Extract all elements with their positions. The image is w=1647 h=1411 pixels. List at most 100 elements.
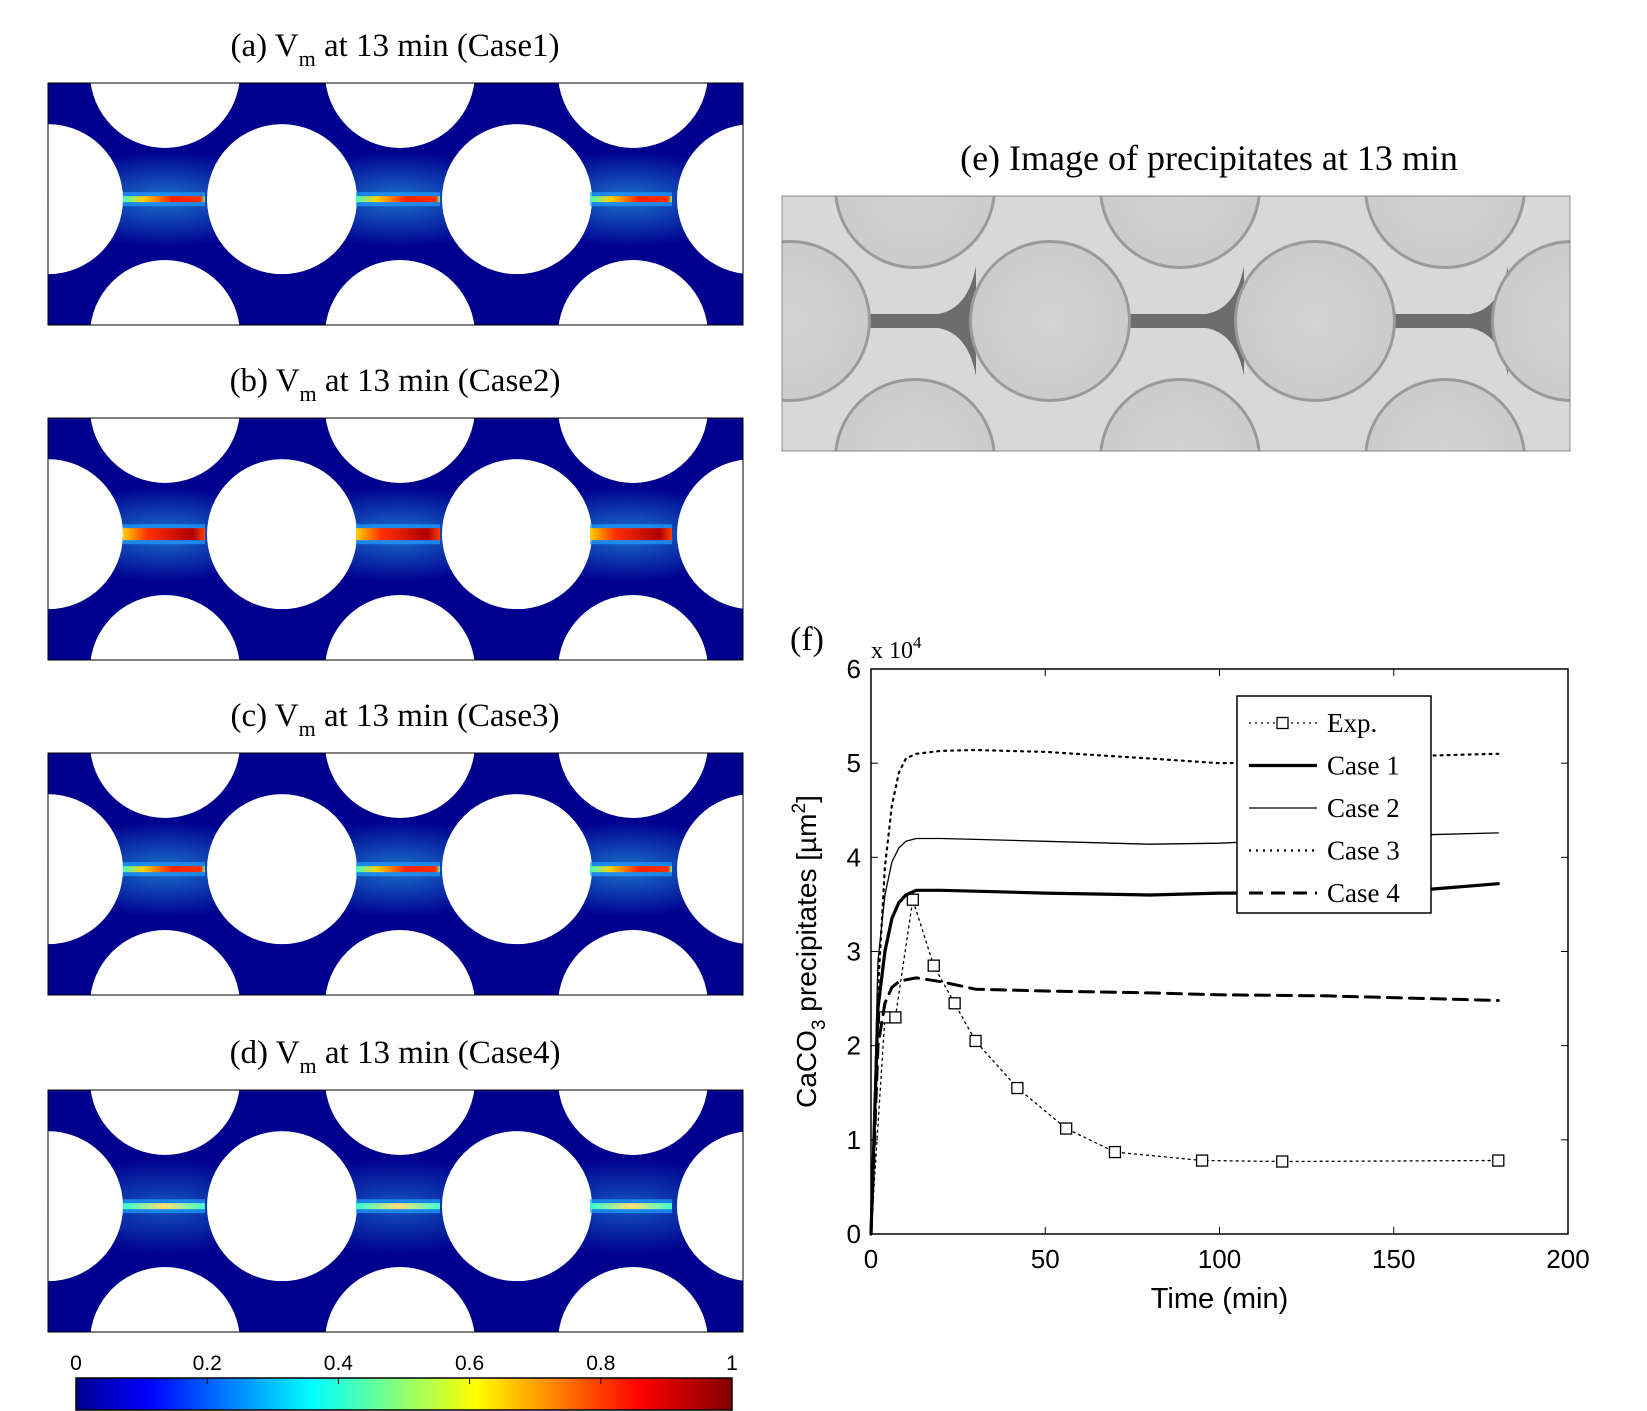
- grains: [48, 83, 743, 325]
- panel-border: [47, 417, 744, 661]
- grain: [325, 1267, 475, 1332]
- grain: [207, 459, 357, 610]
- legend-label: Case 1: [1327, 751, 1400, 781]
- velocity-panel-3: (c) Vm at 13 min (Case3): [45, 698, 748, 996]
- precipitate-band: [1124, 266, 1244, 376]
- flow-band: [590, 1203, 672, 1210]
- grain: [325, 260, 475, 325]
- series-exp: [870, 893, 1505, 1235]
- grain: [558, 83, 708, 148]
- grain: [90, 595, 240, 660]
- grain: [90, 1090, 240, 1155]
- image-border: [781, 195, 1571, 452]
- legend-marker: [1276, 716, 1289, 730]
- chart-panel-label: (f): [790, 621, 824, 658]
- x-tick-label: 100: [1198, 1244, 1241, 1274]
- data-marker: [969, 1034, 982, 1048]
- grain: [677, 1131, 743, 1281]
- data-marker: [1492, 1154, 1505, 1167]
- grain: [1367, 196, 1523, 266]
- data-marker: [1011, 1081, 1024, 1095]
- data-marker: [927, 959, 940, 972]
- grain: [1494, 243, 1570, 399]
- x-tick-label: 200: [1546, 1244, 1589, 1274]
- grain: [442, 1131, 592, 1282]
- grain: [207, 794, 357, 945]
- y-tick-label: 4: [847, 842, 861, 872]
- flow-band: [123, 196, 205, 203]
- grain: [1237, 243, 1393, 399]
- colorbar-tick-label: 0: [70, 1352, 82, 1375]
- grain: [677, 124, 743, 274]
- grain: [90, 418, 240, 483]
- legend-label: Exp.: [1327, 708, 1377, 738]
- velocity-panel-1: (a) Vm at 13 min (Case1): [45, 28, 748, 326]
- grain: [48, 1131, 123, 1282]
- x-axis-label: Time (min): [1151, 1283, 1288, 1315]
- grain: [442, 124, 592, 275]
- grain: [48, 124, 123, 275]
- series-case-4: [869, 976, 1500, 1236]
- flow-band: [123, 1203, 205, 1210]
- data-marker: [1108, 1145, 1122, 1159]
- colorbar-tick-label: 0.4: [324, 1352, 354, 1375]
- y-tick-label: 2: [847, 1031, 861, 1061]
- grain: [1102, 196, 1258, 266]
- flow-band: [590, 866, 672, 873]
- panel-border: [47, 1089, 744, 1333]
- data-marker: [1276, 1155, 1289, 1168]
- legend-label: Case 3: [1327, 836, 1400, 866]
- data-marker: [906, 893, 919, 906]
- grain: [325, 753, 475, 818]
- colorbar-tick-label: 0.6: [455, 1352, 484, 1375]
- precipitate-band: [858, 266, 976, 376]
- precipitate-image: [782, 196, 1570, 451]
- colorbar-tick-label: 0.8: [586, 1352, 615, 1375]
- grain: [90, 753, 240, 818]
- image-title: (e) Image of precipitates at 13 min: [960, 138, 1458, 178]
- grain: [558, 753, 708, 818]
- flow-band: [356, 528, 440, 541]
- grain: [207, 124, 357, 275]
- y-tick-label: 3: [847, 937, 861, 967]
- flow-band: [356, 1203, 440, 1210]
- grain: [325, 418, 475, 483]
- panel-title: (a) Vm at 13 min (Case1): [230, 28, 559, 71]
- legend-label: Case 4: [1327, 878, 1400, 908]
- data-marker: [948, 997, 961, 1010]
- grains: [48, 418, 743, 660]
- grain: [207, 1131, 357, 1282]
- grain: [90, 1267, 240, 1332]
- x-tick-label: 0: [864, 1244, 878, 1274]
- velocity-panel-2: (b) Vm at 13 min (Case2): [45, 363, 748, 661]
- grain: [48, 794, 123, 945]
- data-marker: [889, 1011, 902, 1024]
- y-multiplier: x 104: [871, 633, 922, 664]
- grain: [558, 1267, 708, 1332]
- grain: [48, 459, 123, 610]
- colorbar: [75, 1377, 733, 1411]
- legend-label: Case 2: [1327, 793, 1400, 823]
- grain: [442, 459, 592, 610]
- grain: [837, 196, 993, 266]
- y-tick-label: 0: [847, 1219, 861, 1249]
- grain: [1367, 381, 1523, 451]
- grain: [677, 794, 743, 944]
- panel-title: (d) Vm at 13 min (Case4): [230, 1035, 561, 1078]
- panel-title: (c) Vm at 13 min (Case3): [230, 698, 559, 741]
- x-tick-label: 50: [1031, 1244, 1060, 1274]
- grain: [90, 930, 240, 995]
- grain: [558, 260, 708, 325]
- legend-box: [1236, 695, 1432, 914]
- grain: [1102, 381, 1258, 451]
- panel-border: [47, 82, 744, 326]
- grain: [325, 595, 475, 660]
- colorbar-tick-label: 0.2: [193, 1352, 222, 1375]
- velocity-panel-4: (d) Vm at 13 min (Case4): [45, 1035, 748, 1333]
- grain: [972, 243, 1128, 399]
- grain: [90, 83, 240, 148]
- grain: [837, 381, 993, 451]
- flow-band: [590, 196, 672, 203]
- grain: [558, 418, 708, 483]
